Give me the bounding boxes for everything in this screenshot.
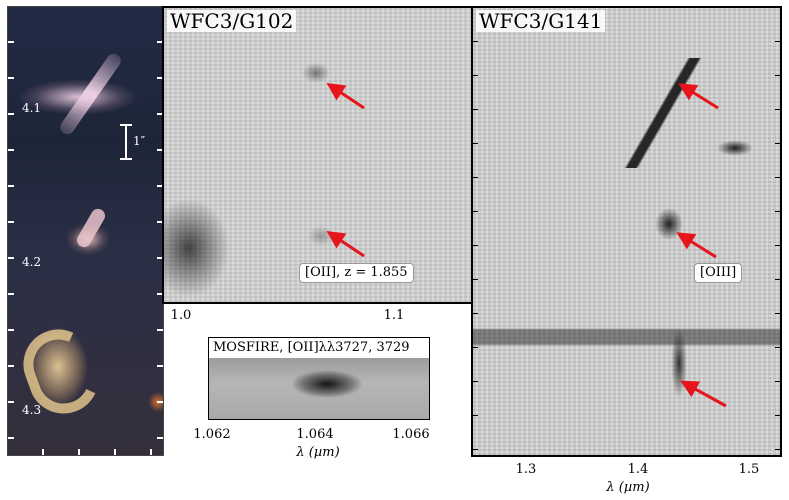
mosfire-xtick-1.066: 1.066 (392, 427, 430, 442)
strip-ticks-right (157, 7, 163, 455)
mosfire-xlabel: λ (µm) (296, 445, 340, 460)
strip-ticks-bottom (8, 449, 163, 455)
g102-xtick-1.1: 1.1 (383, 308, 405, 323)
mosfire-xtick-1.062: 1.062 (193, 427, 231, 442)
scale-bar-cap-bottom (120, 158, 132, 160)
g141-xtick-1.5: 1.5 (738, 462, 760, 477)
g141-spectrum-panel: WFC3/G141 [OIII] (471, 6, 782, 457)
arrow-g141-lower (680, 380, 727, 408)
strip-ticks-left (8, 7, 14, 455)
mosfire-xtick-1.064: 1.064 (296, 427, 334, 442)
mosfire-title: MOSFIRE, [OII]λλ3727, 3729 (213, 340, 410, 355)
oiii-annotation: [OIII] (694, 263, 743, 283)
galaxy-label-4-2: 4.2 (22, 255, 42, 269)
mosfire-2d-spectrum (209, 358, 429, 419)
oii-annotation: [OII], z = 1.855 (299, 263, 414, 283)
arrow-g102-upper (326, 83, 365, 110)
g141-xtick-1.3: 1.3 (515, 462, 537, 477)
galaxy-label-4-3: 4.3 (22, 403, 42, 417)
color-cutout-strip: 4.1 4.2 4.3 1″ (7, 6, 164, 456)
scale-bar-cap-top (120, 124, 132, 126)
g141-yticks-right (775, 8, 780, 455)
arrow-g102-lower (326, 231, 365, 258)
g141-xlabel: λ (µm) (606, 480, 650, 495)
scale-bar (125, 124, 127, 160)
g141-yticks-left (473, 8, 478, 455)
g141-xtick-1.4: 1.4 (627, 462, 649, 477)
g102-title: WFC3/G102 (167, 10, 297, 32)
scale-bar-label: 1″ (133, 134, 146, 148)
g102-spectrum-panel: WFC3/G102 [OII], z = 1.855 (162, 6, 473, 304)
mosfire-inset-panel: MOSFIRE, [OII]λλ3727, 3729 (208, 337, 430, 420)
arrow-g141-upper (678, 83, 719, 110)
arrow-g141-middle (676, 232, 717, 259)
galaxy-label-4-1: 4.1 (22, 101, 42, 115)
g141-title: WFC3/G141 (476, 10, 606, 32)
g102-xtick-1.0: 1.0 (170, 308, 192, 323)
